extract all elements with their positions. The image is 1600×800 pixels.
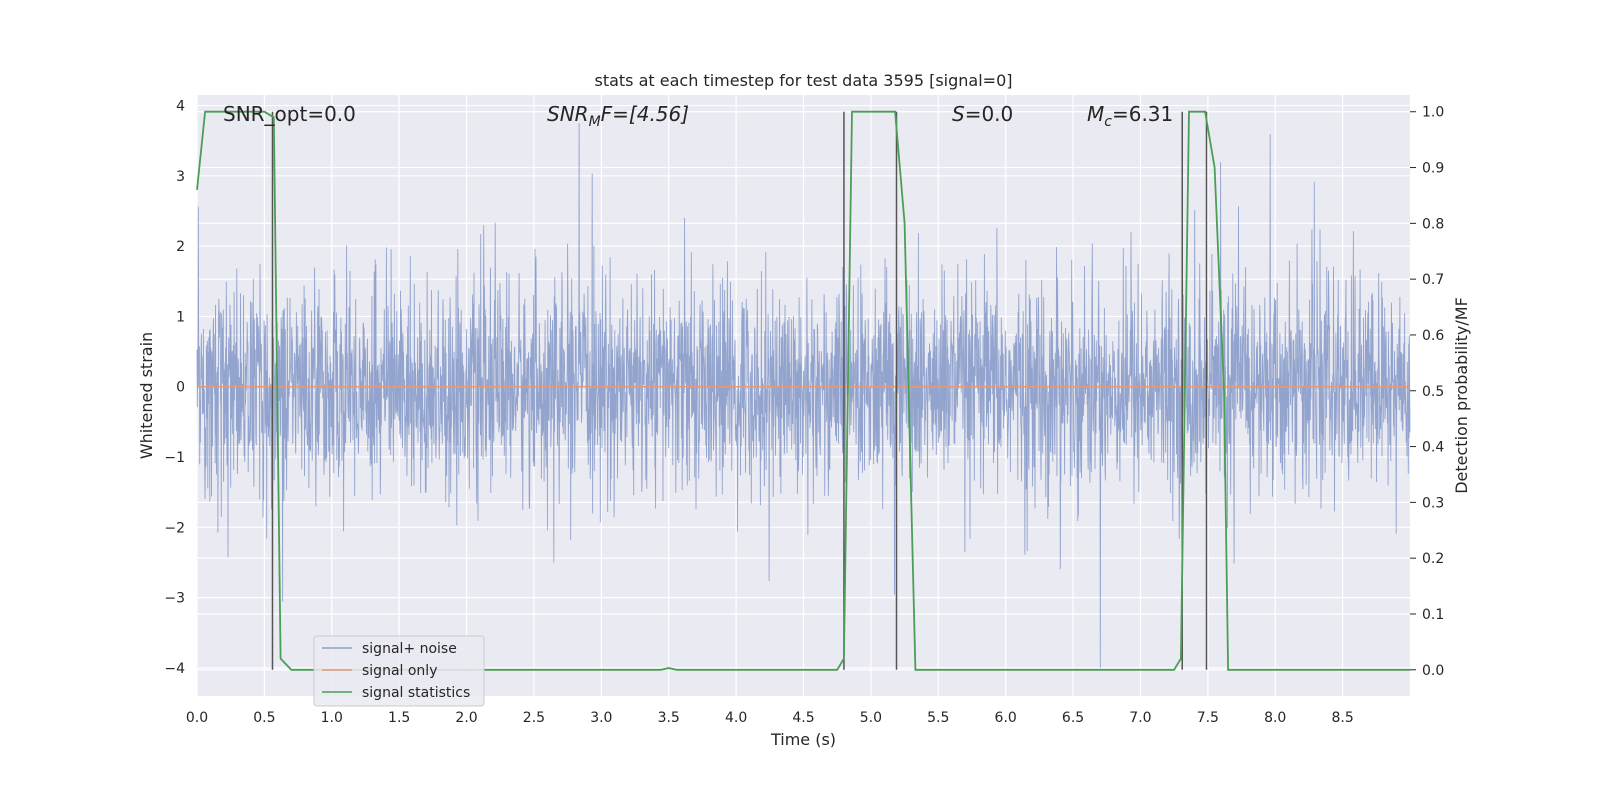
x-tick-label: 8.0 <box>1264 710 1286 726</box>
y2-tick-label: 0.2 <box>1422 551 1444 567</box>
x-tick-label: 6.0 <box>995 710 1017 726</box>
x-tick-label: 7.5 <box>1197 710 1219 726</box>
annotation-snr-opt: SNR_opt=0.0 <box>223 102 356 126</box>
y2-tick-label: 0.9 <box>1422 161 1444 177</box>
y-tick-label: −3 <box>164 591 185 607</box>
y2-tick-label: 1.0 <box>1422 105 1444 121</box>
y2-tick-label: 0.8 <box>1422 216 1444 232</box>
x-tick-label: 8.5 <box>1331 710 1353 726</box>
legend-label-signal-statistics: signal statistics <box>362 685 470 701</box>
y-tick-label: −2 <box>164 520 185 536</box>
annotation-snr-mf-sub: M <box>589 114 601 130</box>
x-tick-label: 1.5 <box>388 710 410 726</box>
annotation-mc-base: M <box>1087 102 1104 126</box>
y2-tick-label: 0.6 <box>1422 328 1444 344</box>
y2-tick-label: 0.5 <box>1422 384 1444 400</box>
y2-tick-label: 0.4 <box>1422 440 1444 456</box>
chart-title: stats at each timestep for test data 359… <box>594 71 1012 90</box>
y-tick-label: 4 <box>176 99 185 115</box>
signal-statistics-line <box>196 110 1410 671</box>
x-tick-label: 0.5 <box>253 710 275 726</box>
x-tick-label: 4.5 <box>792 710 814 726</box>
legend-box <box>313 635 485 707</box>
y-axis-label: Whitened strain <box>137 332 156 459</box>
y2-tick-label: 0.1 <box>1422 607 1444 623</box>
y2-tick-label: 0.7 <box>1422 272 1444 288</box>
y2-tick-label: 0.0 <box>1422 663 1444 679</box>
y-tick-label: 2 <box>176 239 185 255</box>
x-tick-label: 7.0 <box>1129 710 1151 726</box>
annotation-s-rest: =0.0 <box>965 102 1014 126</box>
legend-label-signal-noise: signal+ noise <box>362 641 457 657</box>
y-tick-label: −1 <box>164 450 185 466</box>
x-tick-label: 6.5 <box>1062 710 1084 726</box>
x-axis-ticks: 0.0 0.5 1.0 1.5 2.0 2.5 3.0 3.5 4.0 4.5 5.0 5.5 6.0 6… <box>186 710 1354 726</box>
x-tick-label: 5.0 <box>860 710 882 726</box>
annotation-snr-mf: SNRMF=[4.56] <box>547 102 689 130</box>
annotation-s: S=0.0 <box>952 102 1013 126</box>
y-tick-label: 1 <box>176 309 185 325</box>
legend-label-signal-only: signal only <box>362 663 437 679</box>
x-tick-label: 4.0 <box>725 710 747 726</box>
signal-plus-noise-series <box>196 123 1411 668</box>
x-tick-label: 5.5 <box>927 710 949 726</box>
x-tick-label: 0.0 <box>186 710 208 726</box>
x-tick-label: 3.0 <box>590 710 612 726</box>
y2-tick-label: 0.3 <box>1422 495 1444 511</box>
x-tick-label: 2.0 <box>455 710 477 726</box>
x-tick-label: 3.5 <box>658 710 680 726</box>
annotation-snr-mf-base: SNR <box>547 102 589 126</box>
x-tick-label: 2.5 <box>523 710 545 726</box>
y-tick-label: 3 <box>176 169 185 185</box>
annotation-mc-sub: c <box>1104 114 1112 130</box>
y-tick-label: 0 <box>176 380 185 396</box>
annotation-mc: Mc=6.31 <box>1087 102 1173 130</box>
signal-statistics-series <box>196 110 1410 671</box>
x-axis-label: Time (s) <box>770 730 836 749</box>
annotation-snr-mf-rest: F=[4.56] <box>601 102 689 126</box>
x-tick-label: 1.0 <box>321 710 343 726</box>
y2-axis-ticks: 1.0 0.9 0.8 0.7 0.6 0.5 0.4 0.3 0.2 0.1 0.0 <box>1410 105 1444 679</box>
y2-axis-label: Detection probability/MF <box>1452 297 1471 494</box>
y-tick-label: −4 <box>164 661 185 677</box>
y-axis-ticks: 4 3 2 1 0 −1 −2 −3 −4 <box>164 99 185 677</box>
annotation-mc-rest: =6.31 <box>1112 102 1173 126</box>
signal-plus-noise-line <box>196 123 1411 668</box>
legend: signal+ noise signal only signal statist… <box>313 635 485 707</box>
annotation-s-base: S <box>952 102 965 126</box>
